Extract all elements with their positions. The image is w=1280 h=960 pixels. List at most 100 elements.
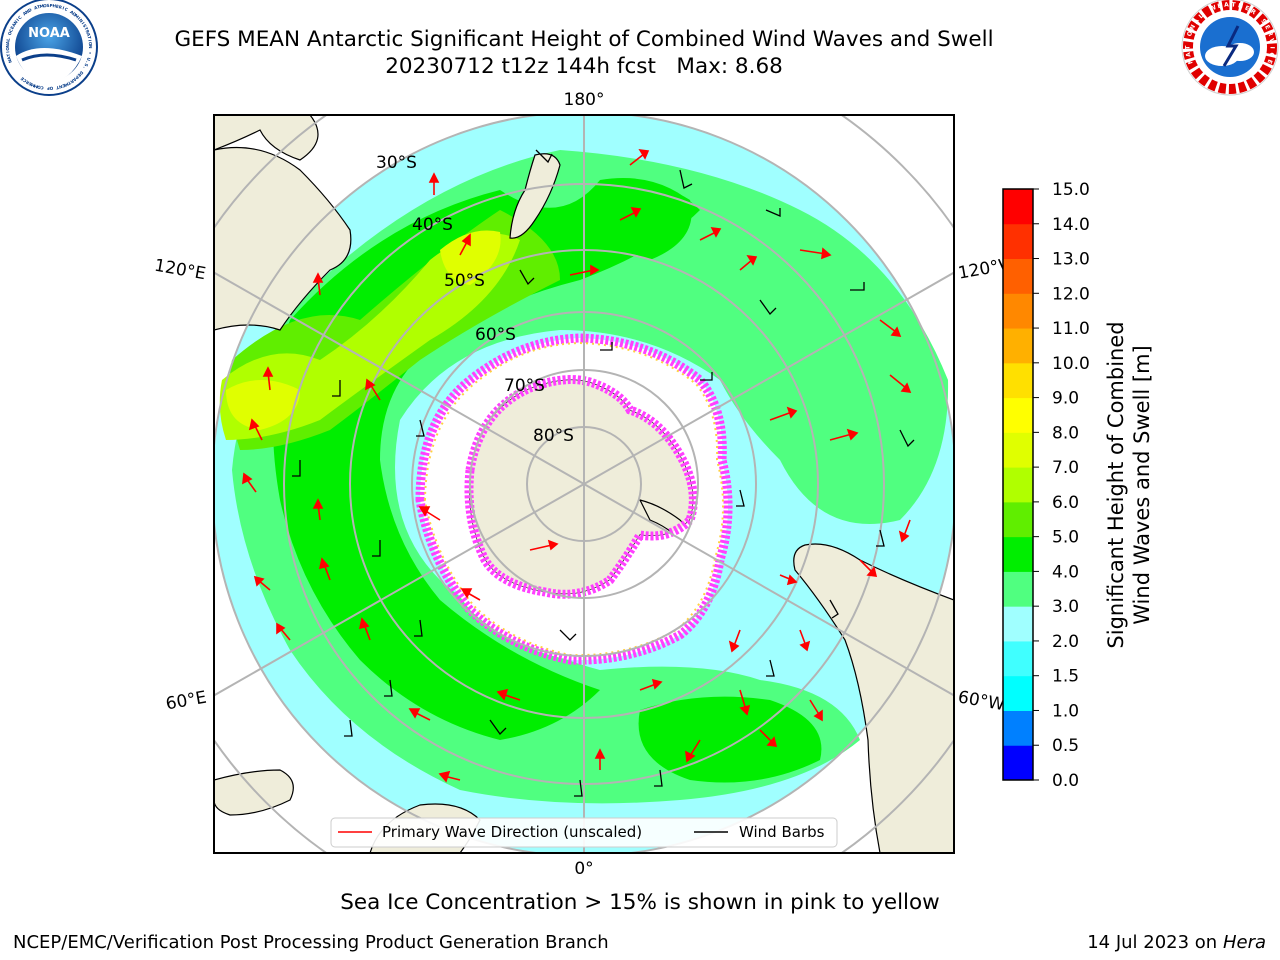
wind-barbs [292, 149, 915, 797]
colorbar-tick-label: 12.0 [1052, 284, 1090, 304]
colorbar-band [1003, 536, 1033, 572]
svg-text:O: O [7, 31, 13, 36]
colorbar-tick-label: 5.0 [1052, 528, 1079, 548]
svg-text:T: T [87, 36, 93, 40]
wave-arrow [365, 378, 381, 401]
svg-text:T: T [67, 80, 72, 86]
colorbar-band [1003, 189, 1033, 225]
svg-text:.: . [82, 66, 87, 70]
wave-arrow [779, 574, 798, 586]
wave-arrows [242, 148, 912, 783]
svg-text:O: O [36, 84, 41, 90]
svg-text:U: U [86, 57, 92, 62]
wave-arrow [699, 227, 722, 241]
nws-logo [1181, 0, 1279, 96]
legend-wave-label: Primary Wave Direction (unscaled) [382, 823, 642, 841]
wind-barb [850, 282, 865, 291]
wind-barb [519, 269, 535, 286]
latitude-label-30s: 30°S [376, 153, 417, 173]
wave-arrow [769, 406, 798, 421]
svg-text:M: M [30, 82, 36, 88]
wind-barb [332, 380, 341, 397]
colorbar-title-line2: Wind Waves and Swell [m] [1130, 345, 1154, 625]
colorbar-band [1003, 258, 1033, 294]
svg-text:C: C [1267, 52, 1275, 58]
svg-text:M: M [74, 13, 80, 20]
wave-arrow [879, 319, 902, 337]
colorbar-tick-label: 0.5 [1052, 736, 1079, 756]
colorbar-band [1003, 293, 1033, 329]
colorbar-title-text: Significant Height of CombinedWind Waves… [1104, 321, 1154, 648]
latitude-label-80s: 80°S [533, 426, 574, 446]
svg-text:N: N [7, 58, 13, 63]
svg-text:I: I [87, 39, 92, 42]
wave-arrow [312, 498, 324, 521]
sea-ice-core [423, 341, 725, 657]
svg-text:C: C [8, 28, 14, 33]
wind-barb [654, 769, 663, 787]
wind-barb [736, 489, 745, 507]
svg-text:A: A [69, 9, 75, 15]
wind-barb [876, 529, 885, 547]
svg-text:I: I [1185, 39, 1192, 42]
colorbar-band [1003, 640, 1033, 677]
colorbar-tick-label: 13.0 [1052, 250, 1090, 270]
svg-text:N: N [5, 43, 10, 47]
wind-barb [574, 779, 583, 797]
svg-text:C: C [64, 6, 69, 12]
colorbar-band [1003, 675, 1033, 711]
wave-arrow [460, 588, 481, 601]
graticule [214, 115, 954, 853]
wind-barb [292, 460, 301, 477]
colorbar-tick-label: 2.0 [1052, 632, 1079, 652]
wave-arrow [759, 729, 778, 747]
colorbar-band [1003, 710, 1033, 746]
wave-arrow [569, 264, 600, 276]
wave-arrow [248, 418, 263, 441]
svg-text:I: I [5, 51, 10, 54]
svg-text:T: T [37, 4, 41, 10]
colorbar-band [1003, 571, 1033, 607]
svg-text:R: R [85, 29, 91, 35]
svg-text:C: C [40, 85, 44, 90]
wave-arrow [428, 172, 440, 195]
colorbar-title-line1: Significant Height of Combined [1104, 321, 1128, 648]
latitude-label-70s: 70°S [504, 376, 545, 396]
svg-text:M: M [39, 3, 44, 9]
colorbar-tick-label: 1.5 [1052, 667, 1079, 687]
wave-arrow [685, 739, 701, 763]
colorbar-band [1003, 606, 1033, 642]
noaa-logo-text: NOAA [28, 26, 70, 41]
footer-credit: NCEP/EMC/Verification Post Processing Pr… [13, 932, 609, 953]
wind-barb [559, 629, 577, 641]
colorbar-band [1003, 397, 1033, 433]
svg-text:R: R [1249, 8, 1257, 17]
colorbar-tick-label: 8.0 [1052, 423, 1079, 443]
colorbar-tick-label: 15.0 [1052, 180, 1090, 200]
latitude-label-40s: 40°S [412, 215, 453, 235]
wave-arrow [809, 699, 823, 722]
wind-barb [384, 679, 393, 697]
latitude-label-60s: 60°S [475, 325, 516, 345]
africa-land [214, 769, 294, 816]
svg-text:E: E [28, 81, 33, 87]
svg-text:L: L [1198, 12, 1206, 20]
colorbar-band [1003, 501, 1033, 538]
svg-text:E: E [1244, 5, 1251, 13]
colorbar-tick-label: 11.0 [1052, 319, 1090, 339]
svg-text:I: I [77, 16, 82, 21]
wind-barb [414, 619, 423, 637]
wave-arrow [829, 428, 859, 441]
svg-text:O: O [43, 3, 47, 8]
svg-text:A: A [1185, 51, 1193, 57]
wave-arrow [438, 770, 461, 783]
wind-barb [765, 208, 781, 217]
wave-arrow [898, 519, 911, 543]
svg-text:M: M [33, 83, 39, 89]
wind-barb [679, 169, 693, 189]
meridian-label-60e: 60°E [164, 688, 208, 715]
colorbar-tick-label: 6.0 [1052, 493, 1079, 513]
wave-arrow [253, 575, 271, 591]
